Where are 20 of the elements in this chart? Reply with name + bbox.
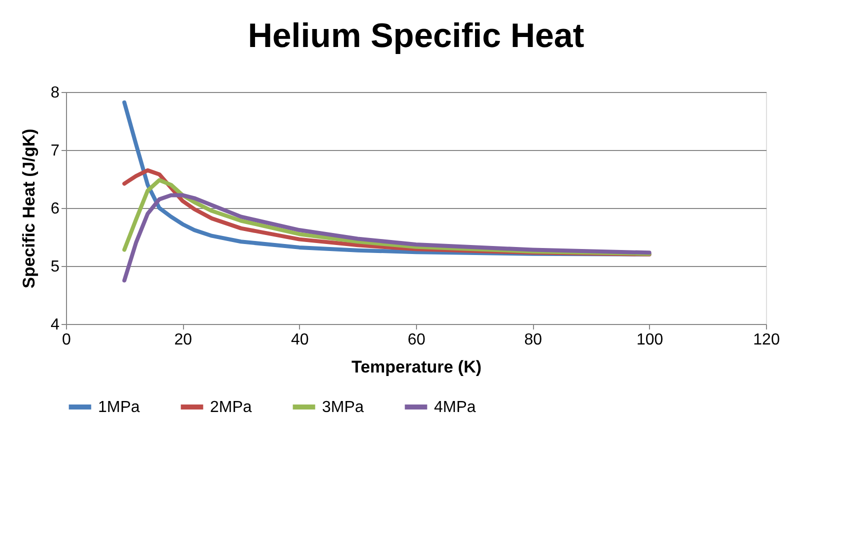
x-tick-label: 0 xyxy=(62,332,72,348)
chart-title: Helium Specific Heat xyxy=(248,17,584,55)
x-tick-label: 40 xyxy=(290,332,309,348)
y-tick-label: 8 xyxy=(50,84,60,102)
y-tick-label: 6 xyxy=(50,200,60,218)
x-tick-label: 120 xyxy=(753,332,780,348)
legend-label: 3MPa xyxy=(322,399,364,416)
x-axis-title: Temperature (K) xyxy=(351,358,482,376)
y-axis-title: Specific Heat (J/gK) xyxy=(20,128,39,288)
x-tick-label: 20 xyxy=(174,332,192,348)
legend-label: 4MPa xyxy=(434,399,476,416)
legend-label: 2MPa xyxy=(210,399,252,416)
y-tick-label: 4 xyxy=(50,316,60,334)
x-tick-label: 100 xyxy=(636,332,664,348)
y-tick-label: 5 xyxy=(50,258,60,276)
x-tick-label: 80 xyxy=(524,332,542,348)
legend-label: 1MPa xyxy=(98,399,140,416)
line-series xyxy=(122,193,652,282)
y-tick-label: 7 xyxy=(50,142,60,160)
x-tick-label: 60 xyxy=(408,332,426,348)
